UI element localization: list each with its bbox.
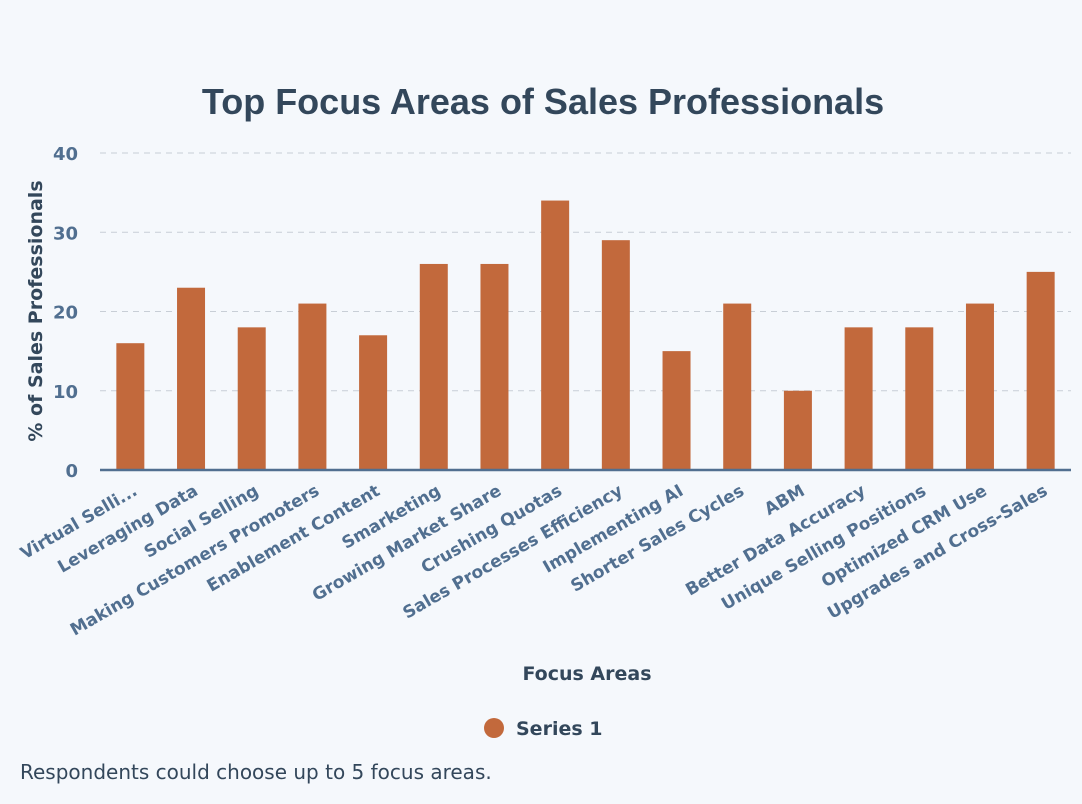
bar[interactable] (541, 200, 570, 471)
bar[interactable] (783, 390, 812, 470)
y-tick-label: 30 (53, 223, 78, 244)
y-tick-label: 0 (65, 461, 78, 482)
bar[interactable] (844, 327, 873, 470)
y-tick-label: 20 (53, 303, 78, 324)
bar[interactable] (1026, 271, 1055, 470)
bar[interactable] (601, 240, 630, 470)
bar[interactable] (905, 327, 934, 470)
legend-label[interactable]: Series 1 (516, 718, 602, 740)
chart-title: Top Focus Areas of Sales Professionals (202, 81, 884, 122)
bar[interactable] (237, 327, 266, 470)
bar[interactable] (298, 303, 327, 470)
y-axis-title: % of Sales Professionals (25, 180, 47, 441)
bar[interactable] (723, 303, 752, 470)
bar[interactable] (359, 335, 388, 470)
bar[interactable] (116, 343, 145, 470)
bar[interactable] (965, 303, 994, 470)
y-tick-label: 10 (53, 382, 78, 403)
legend-marker (484, 718, 504, 738)
bar[interactable] (419, 263, 448, 470)
y-tick-label: 40 (53, 144, 78, 165)
bar[interactable] (662, 351, 691, 470)
footnote: Respondents could choose up to 5 focus a… (20, 760, 492, 784)
bar[interactable] (480, 263, 509, 470)
bar[interactable] (177, 287, 206, 470)
x-axis-title: Focus Areas (522, 663, 651, 685)
